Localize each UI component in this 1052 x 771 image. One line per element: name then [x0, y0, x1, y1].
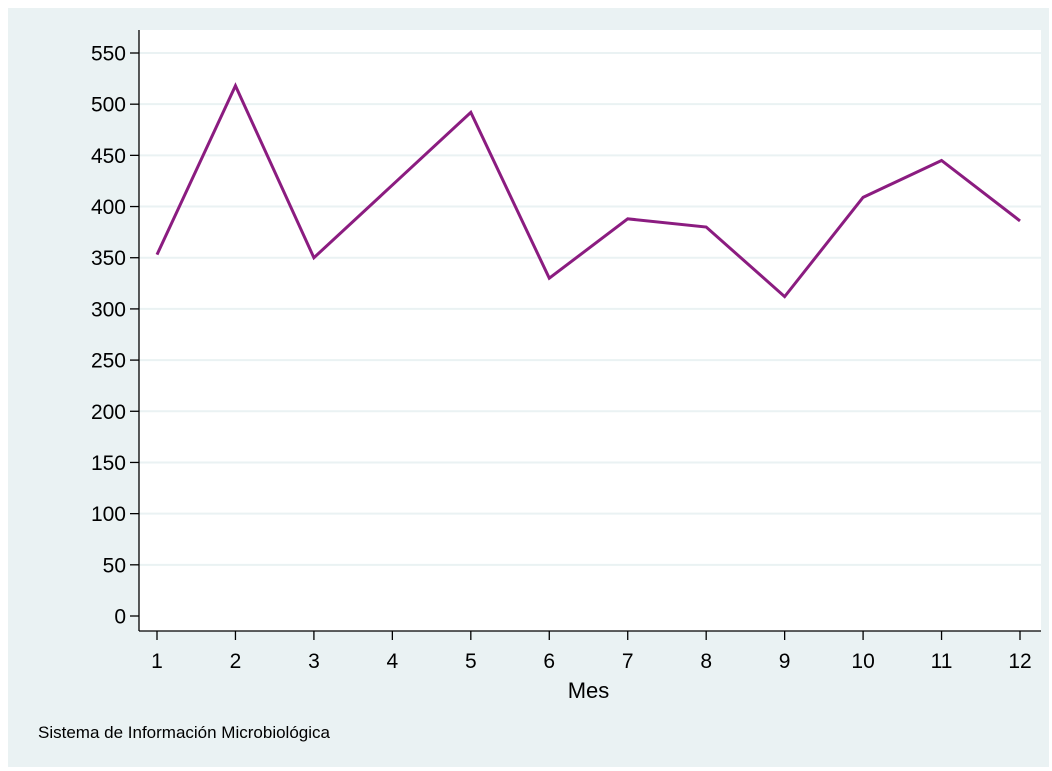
x-tick-label: 11 [931, 650, 953, 673]
x-tick-label: 12 [1008, 650, 1031, 673]
y-tick-label: 450 [91, 145, 126, 168]
gridlines [139, 52, 1041, 566]
y-tick-label: 350 [91, 247, 126, 270]
y-tick-label: 250 [91, 350, 126, 373]
series-line [155, 82, 1021, 299]
x-axis-title: Mes [568, 678, 610, 703]
y-tick-label: 0 [114, 606, 126, 629]
source-note: Sistema de Información Microbiológica [38, 723, 331, 742]
y-tick-label: 400 [91, 196, 126, 219]
x-tick-label: 6 [543, 650, 555, 673]
x-tick-label: 8 [700, 650, 712, 673]
x-tick-label: 10 [851, 650, 874, 673]
plot-area [139, 30, 1041, 631]
y-tick-label: 200 [91, 401, 126, 424]
x-tick-label: 7 [622, 650, 634, 673]
y-tick-label: 500 [91, 94, 126, 117]
x-tick-label: 9 [779, 650, 791, 673]
y-tick-label: 50 [103, 554, 126, 577]
y-tick-label: 150 [91, 452, 126, 475]
chart-container: 0 50 100 150 200 250 300 350 400 450 500 550 1 2 3 4 5 6 7… [8, 8, 1049, 767]
series-layer [155, 82, 1021, 299]
y-tick-label: 300 [91, 298, 126, 321]
y-tick-label: 100 [91, 503, 126, 526]
x-tick-label: 3 [308, 650, 320, 673]
x-tick-label: 5 [465, 650, 477, 673]
x-tick-label: 4 [387, 650, 399, 673]
y-tick-label: 550 [91, 43, 126, 66]
x-tick-label: 1 [151, 650, 163, 673]
x-tick-label: 2 [230, 650, 242, 673]
